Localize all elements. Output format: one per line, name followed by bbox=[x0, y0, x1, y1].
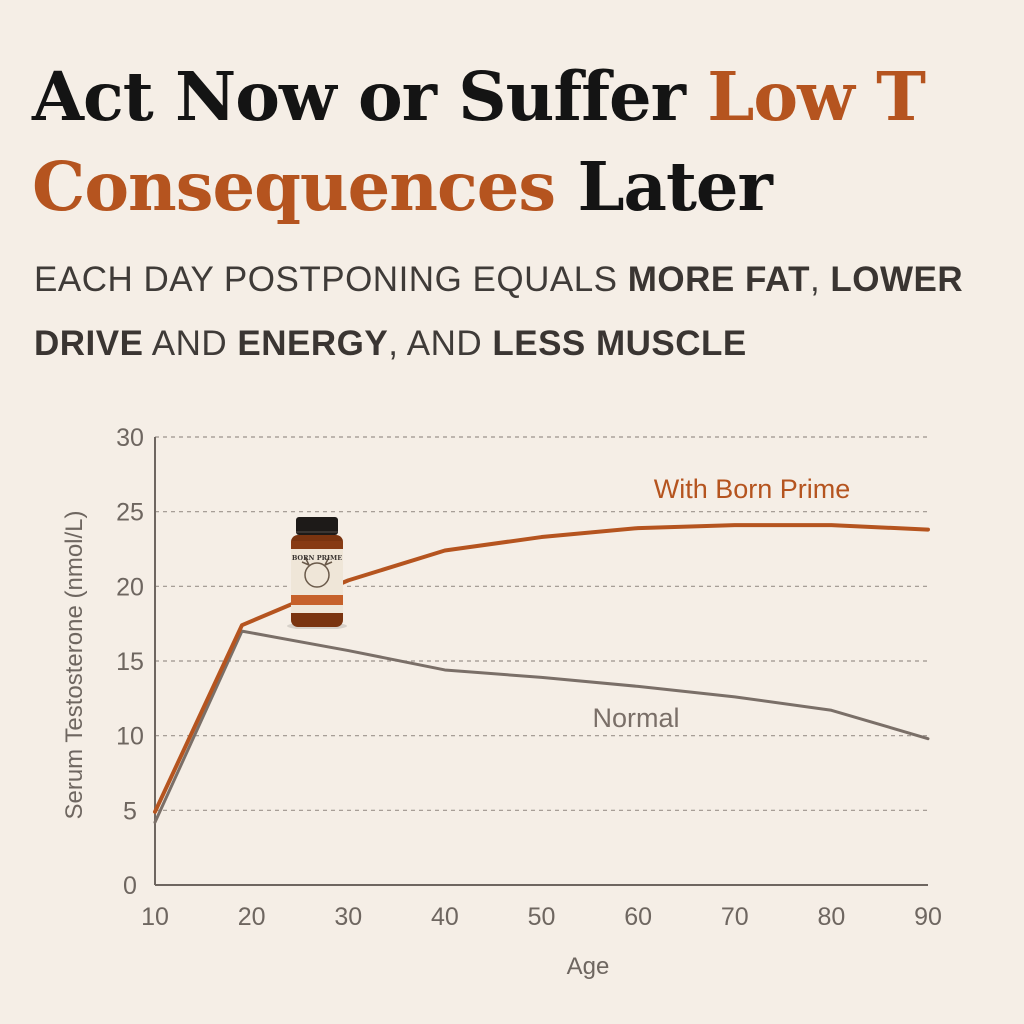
series-line-normal bbox=[153, 629, 930, 824]
chart-series bbox=[153, 523, 930, 824]
x-tick-label: 90 bbox=[914, 903, 942, 931]
series-label-normal: Normal bbox=[592, 703, 679, 733]
subhead-bold-3: ENERGY bbox=[237, 324, 389, 363]
subhead-text-1: EACH DAY POSTPONING EQUALS bbox=[34, 260, 628, 299]
subhead-bold-4: LESS MUSCLE bbox=[492, 324, 747, 363]
subhead-bold-2: LOWER DRIVE bbox=[34, 260, 964, 363]
series-label-with-born-prime: With Born Prime bbox=[654, 474, 851, 504]
y-tick-label: 30 bbox=[116, 424, 144, 452]
y-tick-label: 25 bbox=[116, 499, 144, 527]
subheadline: EACH DAY POSTPONING EQUALS MORE FAT, LOW… bbox=[34, 248, 1004, 376]
chart-tick-labels: 0 5 10 15 20 25 30 10 20 30 40 50 60 70 80 90 bbox=[116, 424, 942, 931]
chart-grid bbox=[155, 436, 928, 811]
headline-accent: Low T Consequences bbox=[32, 57, 926, 226]
headline: Act Now or Suffer Low T Consequences Lat… bbox=[32, 52, 1002, 232]
headline-part2: Later bbox=[555, 147, 772, 226]
y-tick-label: 15 bbox=[116, 648, 144, 676]
y-tick-label: 10 bbox=[116, 723, 144, 751]
series-line-with-born-prime bbox=[153, 523, 930, 814]
subhead-text-2: , bbox=[809, 260, 831, 299]
y-tick-label: 0 bbox=[123, 872, 137, 900]
x-tick-label: 80 bbox=[817, 903, 845, 931]
subhead-text-4: , AND bbox=[388, 324, 493, 363]
bottle-brand: BORN PRIME bbox=[292, 554, 342, 562]
x-axis-label: Age bbox=[567, 953, 610, 980]
x-tick-label: 50 bbox=[528, 903, 556, 931]
x-tick-label: 10 bbox=[141, 903, 169, 931]
y-tick-label: 20 bbox=[116, 573, 144, 601]
subhead-text-3: AND bbox=[143, 324, 238, 363]
x-tick-label: 20 bbox=[238, 903, 266, 931]
x-tick-label: 70 bbox=[721, 903, 749, 931]
x-tick-label: 30 bbox=[334, 903, 362, 931]
subhead-bold-1: MORE FAT bbox=[627, 260, 810, 299]
x-tick-label: 60 bbox=[624, 903, 652, 931]
y-axis-label: Serum Testosterone (nmol/L) bbox=[61, 510, 88, 819]
x-tick-label: 40 bbox=[431, 903, 459, 931]
born-prime-bottle-icon: BORN PRIME bbox=[287, 517, 347, 629]
y-tick-label: 5 bbox=[123, 797, 137, 825]
headline-part1: Act Now or Suffer bbox=[32, 57, 708, 136]
